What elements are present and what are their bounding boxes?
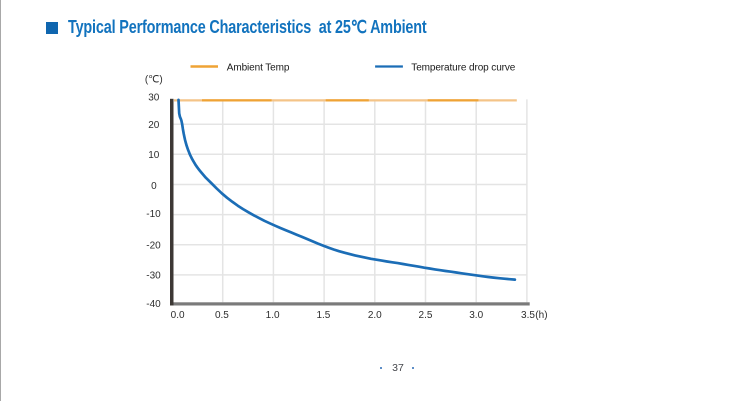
- svg-text:20: 20: [148, 120, 160, 131]
- svg-text:Ambient Temp: Ambient Temp: [227, 62, 290, 73]
- svg-text:(℃): (℃): [145, 74, 163, 85]
- svg-text:0: 0: [151, 181, 157, 192]
- svg-text:2.5: 2.5: [419, 310, 433, 321]
- svg-text:1.5: 1.5: [316, 310, 330, 321]
- svg-text:1.0: 1.0: [266, 310, 280, 321]
- svg-text:Temperature drop curve: Temperature drop curve: [411, 62, 516, 73]
- svg-text:2.0: 2.0: [368, 310, 382, 321]
- svg-text:3.0: 3.0: [469, 310, 483, 321]
- svg-text:10: 10: [148, 150, 160, 161]
- svg-text:-40: -40: [146, 299, 161, 310]
- svg-text:0.5: 0.5: [215, 310, 229, 321]
- svg-text:(h): (h): [535, 310, 547, 321]
- svg-text:-10: -10: [146, 209, 161, 220]
- svg-text:-30: -30: [146, 271, 161, 282]
- svg-text:30: 30: [148, 93, 160, 104]
- svg-text:3.5: 3.5: [521, 310, 535, 321]
- svg-text:0.0: 0.0: [171, 310, 185, 321]
- svg-text:-20: -20: [146, 240, 161, 251]
